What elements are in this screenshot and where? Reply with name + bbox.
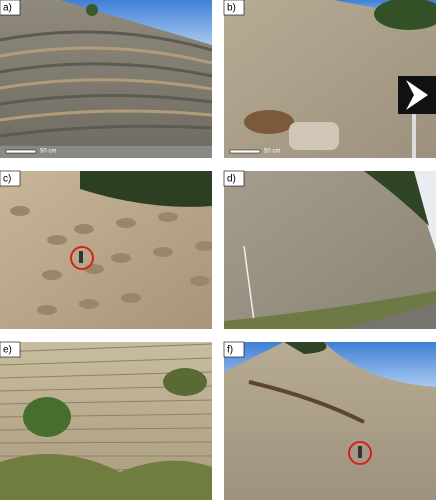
highlight-circle [70,246,94,270]
rock-block [190,276,210,286]
hammer [79,251,83,263]
vegetation [80,171,212,207]
rock-block [158,212,178,222]
rock-layer [0,78,212,91]
road [0,146,212,158]
scale-label: 50 cm [264,149,280,155]
rock-block [47,235,67,245]
sign-pole [412,100,416,158]
label-box [0,0,21,16]
tree [86,4,98,16]
rock-layer [0,62,212,78]
rock-layer [0,124,212,138]
rock-block [74,224,94,234]
grass [0,454,212,500]
rock-layer [0,357,212,366]
label-box [223,0,245,16]
bush [23,397,71,437]
sky [60,0,212,45]
rock-layer [0,46,212,65]
photo [224,171,436,329]
photo-panel: f) [223,341,436,500]
rock-block [79,299,99,309]
label-box [0,341,21,358]
hammer [358,446,362,458]
photo [0,0,212,158]
photo [224,342,436,500]
scale-bar [229,149,261,154]
label-box [223,341,245,358]
photo-panel: e) [0,341,212,500]
bush [163,368,207,396]
vegetation [364,171,429,226]
photo [0,171,212,329]
label-box [0,170,21,187]
rock-block [84,264,104,274]
bush [374,0,436,30]
dark-layer [248,380,365,424]
boulder [289,122,339,150]
rock-block [195,241,212,251]
label-box [223,170,245,187]
panel-label: d) [227,174,236,185]
photo-panel: d) [223,170,436,329]
panel-label: f) [227,345,233,356]
rock-block [116,218,136,228]
scale-bar [5,149,37,154]
photo [224,0,436,158]
rock-layer [0,343,212,353]
photo-panel: c) [0,170,212,329]
rock-block [153,247,173,257]
rock-block [42,270,62,280]
rock-block [121,293,141,303]
rock-block [10,206,30,216]
shrub [244,110,294,134]
chevron [406,80,428,110]
panel-label: e) [3,345,12,356]
ridge-vegetation [284,342,327,354]
rock-layer [0,441,212,444]
panel-label: a) [3,3,12,14]
measuring-rod [243,245,255,322]
rock-block [111,253,131,263]
scale-label: 50 cm [40,149,56,155]
photo-panel: a) 50 cm [0,0,212,158]
panel-label: b) [227,3,236,14]
rock-layer [0,109,212,122]
photo [0,342,212,500]
grass [224,291,436,329]
rock-layer [0,93,212,106]
rock-layer [0,30,212,52]
rock-block [37,305,57,315]
highlight-circle [348,441,372,465]
photo-panel: b) 50 cm [223,0,436,158]
sky [224,342,436,387]
panel-label: c) [3,174,11,185]
